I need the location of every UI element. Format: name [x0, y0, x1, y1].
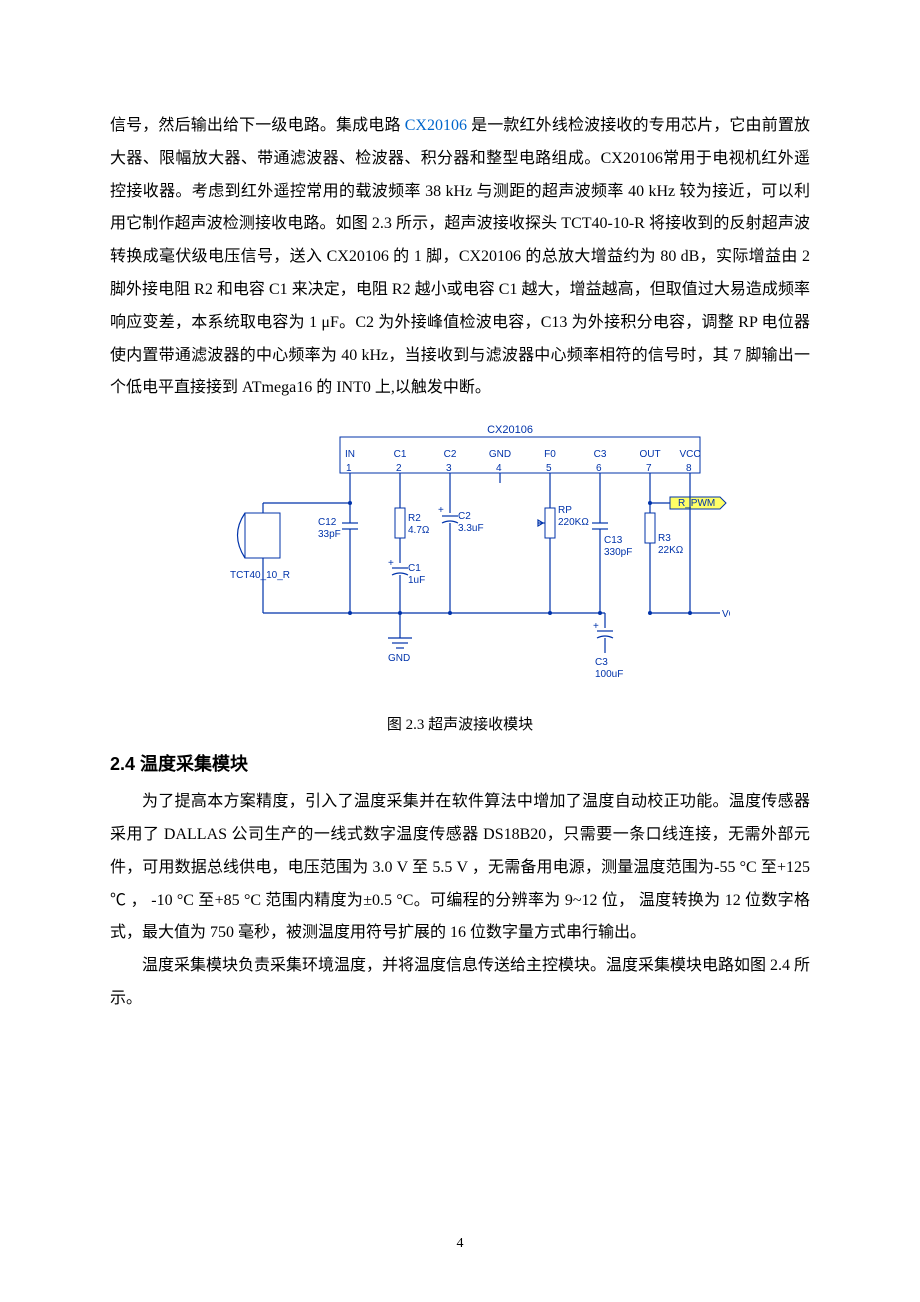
vcc-label: VCC	[722, 609, 730, 620]
p1-seg2: 是一款红外线检波接收的专用芯片，它由前置放大器、限幅放大器、带通滤波器、检波器、…	[110, 117, 810, 396]
c13-ref: C13	[604, 535, 623, 546]
pin-label-4: GND	[489, 449, 511, 460]
r2-val: 4.7Ω	[408, 525, 430, 536]
pin-num-3: 3	[446, 463, 452, 474]
rp-val: 220KΩ	[558, 517, 589, 528]
pin-num-1: 1	[346, 463, 352, 474]
svg-text:+: +	[388, 558, 394, 569]
cx20106-link[interactable]: CX20106	[405, 117, 467, 134]
c3-ref: C3	[595, 657, 608, 668]
c12-val: 33pF	[318, 529, 341, 540]
c1-ref: C1	[408, 563, 421, 574]
pin-num-7: 7	[646, 463, 652, 474]
body-paragraph-1: 信号，然后输出给下一级电路。集成电路 CX20106 是一款红外线检波接收的专用…	[110, 110, 810, 405]
c12-ref: C12	[318, 517, 337, 528]
pin-num-5: 5	[546, 463, 552, 474]
r3-ref: R3	[658, 533, 671, 544]
pin-label-2: C1	[394, 449, 407, 460]
c2-ref: C2	[458, 511, 471, 522]
figure-caption-2-3: 图 2.3 超声波接收模块	[110, 713, 810, 734]
c2-val: 3.3uF	[458, 523, 484, 534]
pin-label-5: F0	[544, 449, 556, 460]
body-paragraph-2: 为了提高本方案精度，引入了温度采集并在软件算法中增加了温度自动校正功能。温度传感…	[110, 786, 810, 950]
heading-2-4: 2.4 温度采集模块	[110, 750, 810, 776]
pin-num-8: 8	[686, 463, 692, 474]
page-number: 4	[0, 1236, 920, 1252]
p1-seg1: 信号，然后输出给下一级电路。集成电路	[110, 117, 405, 134]
out-tag: R_PWM	[678, 498, 715, 509]
r2-ref: R2	[408, 513, 421, 524]
pin-num-2: 2	[396, 463, 402, 474]
c13-val: 330pF	[604, 547, 632, 558]
circuit-diagram: CX20106 IN C1 C2 GND F0 C3 OUT VCC 1 2 3…	[190, 413, 730, 703]
body-paragraph-3: 温度采集模块负责采集环境温度，并将温度信息传送给主控模块。温度采集模块电路如图 …	[110, 950, 810, 1016]
ic-label: CX20106	[487, 424, 533, 436]
svg-text:+: +	[593, 621, 599, 632]
svg-text:+: +	[438, 505, 444, 516]
pin-num-6: 6	[596, 463, 602, 474]
rp-ref: RP	[558, 505, 572, 516]
pin-label-7: OUT	[639, 449, 660, 460]
pin-label-1: IN	[345, 449, 355, 460]
c1-val: 1uF	[408, 575, 425, 586]
pin-label-6: C3	[594, 449, 607, 460]
r3-val: 22KΩ	[658, 545, 684, 556]
c3-val: 100uF	[595, 669, 623, 680]
pin-label-8: VCC	[679, 449, 700, 460]
pin-num-4: 4	[496, 463, 502, 474]
pin-label-3: C2	[444, 449, 457, 460]
probe-label: TCT40_10_R	[230, 570, 290, 581]
gnd-label: GND	[388, 653, 410, 664]
